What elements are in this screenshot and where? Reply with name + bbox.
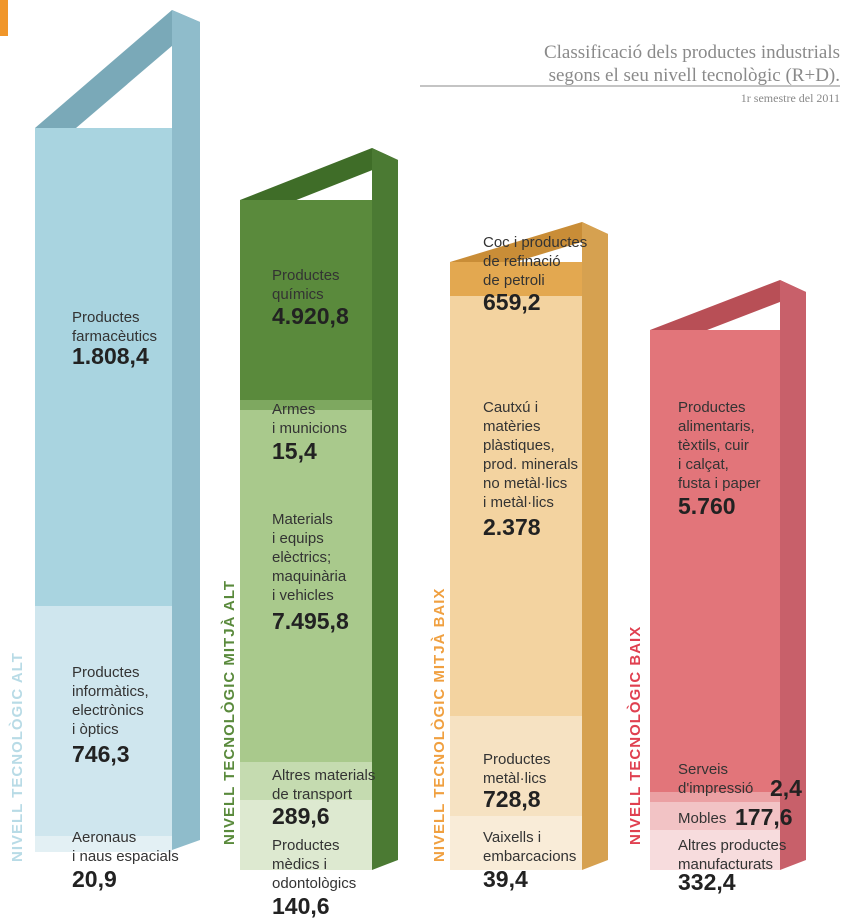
segment-value: 728,8 <box>483 786 541 812</box>
column-baix <box>650 280 806 870</box>
segment-value: 177,6 <box>735 804 793 830</box>
segment-label: tèxtils, cuir <box>678 437 749 454</box>
level-label: NIVELL TECNOLÒGIC MITJÀ BAIX <box>430 588 448 862</box>
segment-label: Coc i productes <box>483 234 587 251</box>
segment-label: Cautxú i <box>483 399 538 416</box>
segment-label: Vaixells i <box>483 829 541 846</box>
segment-label: Productes <box>272 837 340 854</box>
level-label: NIVELL TECNOLÒGIC MITJÀ ALT <box>220 580 238 845</box>
segment-label: i naus espacials <box>72 848 179 865</box>
segment-value: 659,2 <box>483 289 541 315</box>
segment-label: Materials <box>272 511 333 528</box>
segment-value: 2,4 <box>770 775 802 801</box>
segment-label: fusta i paper <box>678 475 761 492</box>
segment-label: de refinació <box>483 253 561 270</box>
segment-label: metàl·lics <box>483 770 546 787</box>
segment-value: 4.920,8 <box>272 303 349 329</box>
segment-label: alimentaris, <box>678 418 755 435</box>
header-mark <box>0 0 8 36</box>
segment-label: mèdics i <box>272 856 327 873</box>
segment-label: Productes <box>72 664 140 681</box>
segment-value: 5.760 <box>678 493 736 519</box>
segment-label: i vehicles <box>272 587 334 604</box>
segment-label: elèctrics; <box>272 549 331 566</box>
segment-value: 1.808,4 <box>72 343 149 369</box>
segment-label: i òptics <box>72 721 119 738</box>
segment-label: Aeronaus <box>72 829 136 846</box>
column-mitja-baix <box>450 222 608 870</box>
segment-label: de petroli <box>483 272 545 289</box>
segment-label: i equips <box>272 530 324 547</box>
segment-label: i municions <box>272 420 347 437</box>
segment-value: 2.378 <box>483 514 541 540</box>
segment-label: Productes <box>272 267 340 284</box>
level-label: NIVELL TECNOLÒGIC BAIX <box>626 626 644 845</box>
segment-label: químics <box>272 286 324 303</box>
segment-label: plàstiques, <box>483 437 555 454</box>
segment-label: Mobles <box>678 810 726 827</box>
segment-value: 15,4 <box>272 438 317 464</box>
segment-label: electrònics <box>72 702 144 719</box>
segment-label: d'impressió <box>678 780 753 797</box>
segment-value: 7.495,8 <box>272 608 349 634</box>
segment-label: manufacturats <box>678 856 773 873</box>
segment-label: Armes <box>272 401 315 418</box>
column-alt <box>35 10 200 852</box>
segment-label: Altres materials <box>272 767 375 784</box>
segment-label: farmacèutics <box>72 328 157 345</box>
segment-label: maquinària <box>272 568 347 585</box>
segment-label: Productes <box>483 751 551 768</box>
segment-label: Serveis <box>678 761 728 778</box>
segment-label: Altres productes <box>678 837 786 854</box>
segment-label: i metàl·lics <box>483 494 554 511</box>
segment-label: Productes <box>72 309 140 326</box>
segment-label: embarcacions <box>483 848 576 865</box>
segment-label: prod. minerals <box>483 456 578 473</box>
segment-label: odontològics <box>272 875 356 892</box>
title: Classificació dels productes industrials <box>544 42 840 63</box>
column-mitja-alt <box>240 148 398 870</box>
segment-label: informàtics, <box>72 683 149 700</box>
segment-label: no metàl·lics <box>483 475 567 492</box>
segment-label: de transport <box>272 786 353 803</box>
title: segons el seu nivell tecnològic (R+D). <box>549 65 840 86</box>
segment-label: i calçat, <box>678 456 729 473</box>
segment-value: 39,4 <box>483 866 528 892</box>
segment-label: matèries <box>483 418 541 435</box>
segment-value: 746,3 <box>72 741 130 767</box>
level-label: NIVELL TECNOLÒGIC ALT <box>8 652 26 862</box>
segment-value: 140,6 <box>272 893 330 919</box>
segment-value: 332,4 <box>678 869 736 895</box>
date: 1r semestre del 2011 <box>741 91 840 105</box>
segment-value: 289,6 <box>272 803 330 829</box>
segment-label: Productes <box>678 399 746 416</box>
segment-value: 20,9 <box>72 866 117 892</box>
